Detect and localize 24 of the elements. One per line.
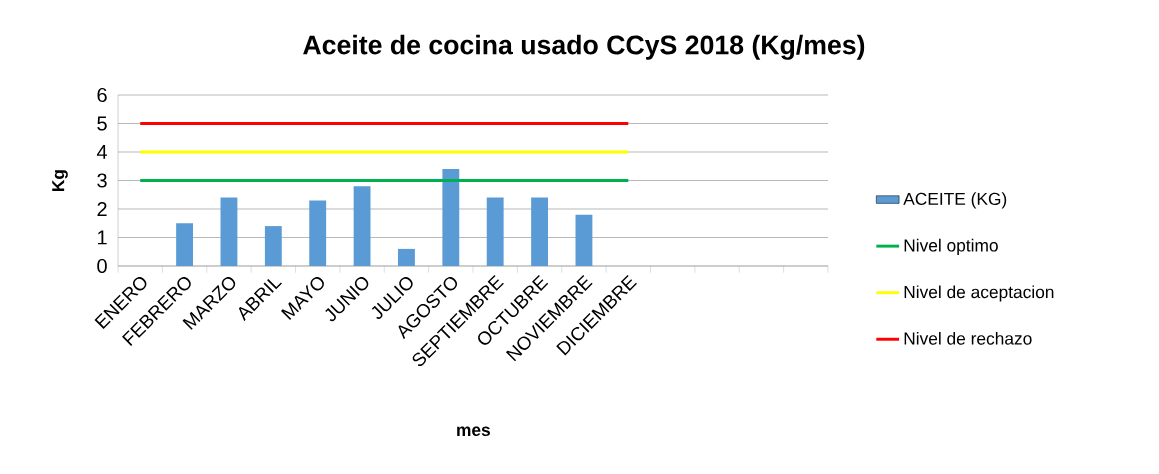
bar (309, 200, 327, 266)
y-tick-label: 1 (98, 230, 107, 245)
y-tick-label: 6 (97, 87, 107, 103)
legend-label: Nivel optimo (904, 238, 998, 256)
bar (264, 226, 282, 266)
bar (575, 214, 593, 266)
chart-title: Aceite de cocina usado CCyS 2018 (Kg/mes) (303, 34, 865, 60)
legend-label: ACEITE (KG) (903, 192, 1007, 209)
y-tick-label: 4 (96, 145, 108, 159)
bar (220, 197, 238, 266)
bar (531, 197, 548, 266)
y-axis-title: Kg (52, 170, 68, 192)
bar (486, 197, 504, 266)
y-tick-label: 5 (97, 116, 107, 131)
bar (398, 248, 415, 266)
bar (176, 223, 194, 266)
y-tick-label: 0 (97, 258, 107, 274)
bar (353, 186, 371, 266)
legend-label: Nivel de aceptacion (904, 285, 1054, 302)
y-tick-label: 2 (97, 202, 107, 216)
legend-label: Nivel de rechazo (904, 331, 1032, 345)
bar (442, 169, 460, 266)
y-tick-label: 3 (97, 173, 107, 188)
x-axis-title: mes (457, 426, 490, 437)
